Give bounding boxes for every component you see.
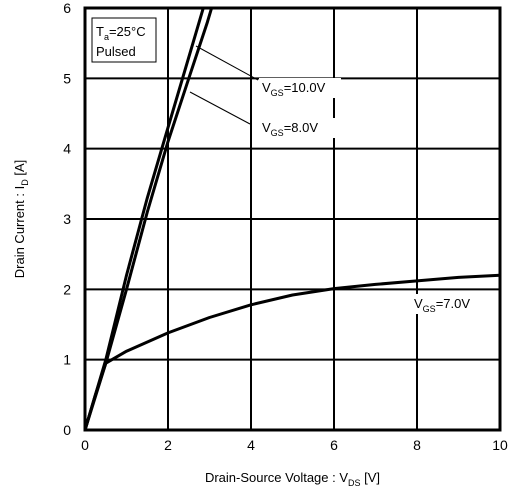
y-tick-label: 4 <box>63 141 71 157</box>
series-line-2 <box>85 273 500 430</box>
x-tick-label: 2 <box>164 437 172 453</box>
y-tick-label: 0 <box>63 422 71 438</box>
series-label-1: VGS=8.0V <box>262 120 318 138</box>
y-tick-label: 6 <box>63 0 71 16</box>
series-label-0: VGS=10.0V <box>262 80 326 98</box>
y-tick-label: 1 <box>63 352 71 368</box>
leader-line <box>195 45 259 81</box>
series-label-bg <box>259 78 341 98</box>
x-tick-label: 4 <box>247 437 255 453</box>
series-label-2: VGS=7.0V <box>414 296 470 314</box>
tick-labels: 0 2 4 6 8 10 0 1 2 3 4 5 6 <box>63 0 508 453</box>
x-axis-label: Drain-Source Voltage : VDS [V] <box>205 470 380 488</box>
y-tick-label: 5 <box>63 70 71 86</box>
series-line-1 <box>85 8 214 430</box>
series-label-bg <box>259 118 341 138</box>
x-tick-label: 10 <box>492 437 508 453</box>
condition-pulsed: Pulsed <box>96 44 136 59</box>
y-axis-label: Drain Current : ID [A] <box>12 160 30 279</box>
grid-lines <box>85 8 500 430</box>
series-labels: VGS=10.0V VGS=8.0V VGS=7.0V <box>189 45 493 314</box>
x-tick-label: 8 <box>413 437 421 453</box>
condition-box: Ta=25°C Pulsed <box>91 17 157 63</box>
plot-frame <box>83 6 502 432</box>
x-tick-label: 0 <box>81 437 89 453</box>
series-label-bg <box>411 294 493 314</box>
y-tick-label: 2 <box>63 281 71 297</box>
condition-temperature: Ta=25°C <box>96 24 146 42</box>
y-tick-label: 3 <box>63 211 71 227</box>
leader-line <box>189 91 251 125</box>
series-lines <box>85 8 500 430</box>
x-tick-label: 6 <box>330 437 338 453</box>
